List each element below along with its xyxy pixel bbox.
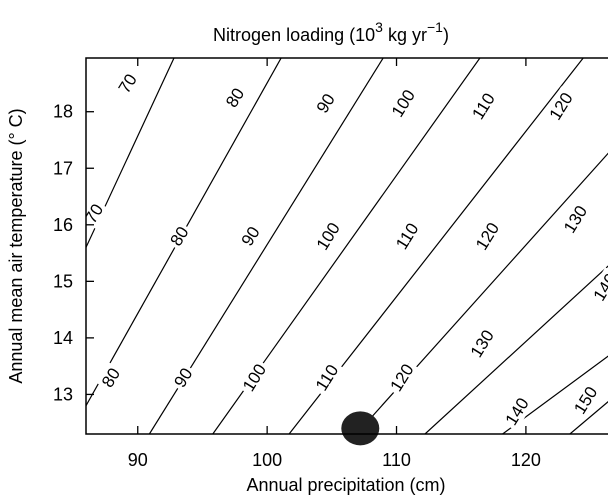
contour-label-bg bbox=[465, 86, 501, 126]
contour-label-3: 100 bbox=[385, 83, 421, 123]
contour-label-bg bbox=[384, 357, 420, 398]
contour-label-11: 120 bbox=[469, 216, 505, 256]
contour-label-bg bbox=[235, 220, 266, 252]
contour-label-1: 80 bbox=[219, 82, 250, 114]
contour-label-text: 80 bbox=[222, 85, 248, 111]
contour-label-text: 90 bbox=[238, 223, 264, 249]
contour-labels: 70 80 90 100 110 120 70 80 90 100 110 120 130 140 80 90… bbox=[81, 67, 608, 432]
y-tick-label-16: 16 bbox=[53, 215, 73, 235]
contour-label-text: 70 bbox=[81, 201, 107, 227]
contour-label-9: 100 bbox=[310, 216, 346, 256]
contour-label-bg bbox=[567, 380, 603, 420]
contour-label-7: 80 bbox=[164, 220, 195, 252]
contour-label-18: 120 bbox=[384, 357, 420, 398]
contour-label-13: 140 bbox=[587, 267, 608, 307]
contour-label-bg bbox=[236, 357, 272, 398]
contour-label-bg bbox=[164, 220, 195, 252]
contour-label-bg bbox=[112, 67, 143, 99]
chart-title: Nitrogen loading (103 kg yr−1) bbox=[213, 19, 449, 45]
contour-label-bg bbox=[389, 216, 425, 256]
contour-label-20: 140 bbox=[499, 391, 535, 432]
contour-label-bg bbox=[464, 323, 500, 364]
contour-label-bg bbox=[499, 391, 535, 432]
contour-label-bg bbox=[557, 199, 593, 239]
y-axis-label: Annual mean air temperature (° C) bbox=[6, 108, 26, 383]
contour-label-21: 150 bbox=[567, 380, 603, 420]
contour-label-4: 110 bbox=[465, 86, 501, 126]
data-point-marker bbox=[341, 411, 380, 446]
contour-label-bg bbox=[469, 216, 505, 256]
contour-label-bg bbox=[385, 83, 421, 123]
contour-label-bg bbox=[310, 87, 341, 119]
contour-label-17: 110 bbox=[309, 357, 345, 398]
contour-label-2: 90 bbox=[310, 87, 341, 119]
contour-label-12: 130 bbox=[557, 199, 593, 239]
contour-label-text: 80 bbox=[98, 365, 124, 391]
x-axis-label: Annual precipitation (cm) bbox=[246, 475, 445, 495]
x-tick-label-120: 120 bbox=[511, 450, 541, 470]
contour-label-bg bbox=[587, 267, 608, 307]
contour-label-15: 90 bbox=[168, 362, 198, 393]
plot-frame bbox=[85, 57, 608, 435]
contour-label-0: 70 bbox=[112, 67, 143, 99]
contour-label-bg bbox=[543, 86, 579, 126]
contour-label-text: 90 bbox=[313, 90, 339, 116]
x-tick-label-100: 100 bbox=[252, 450, 282, 470]
contour-label-5: 120 bbox=[543, 86, 579, 126]
contour-label-16: 100 bbox=[236, 357, 272, 398]
plot-area: 70 80 90 100 110 120 70 80 90 100 110 120 130 140 80 90… bbox=[53, 57, 608, 470]
contour-label-19: 130 bbox=[464, 323, 500, 364]
y-tick-label-17: 17 bbox=[53, 158, 73, 178]
contour-label-bg bbox=[168, 362, 198, 393]
contour-label-10: 110 bbox=[389, 216, 425, 256]
y-tick-label-14: 14 bbox=[53, 328, 73, 348]
x-tick-label-90: 90 bbox=[128, 450, 148, 470]
y-tick-label-18: 18 bbox=[53, 102, 73, 122]
contour-label-bg bbox=[95, 362, 126, 393]
contour-label-bg bbox=[309, 357, 345, 398]
x-tick-label-110: 110 bbox=[382, 450, 411, 470]
contour-line-150 bbox=[569, 401, 608, 434]
contour-label-bg bbox=[219, 82, 250, 114]
contour-label-text: 70 bbox=[115, 71, 141, 97]
contour-label-text: 90 bbox=[170, 365, 196, 391]
contour-label-text: 80 bbox=[167, 223, 193, 249]
contour-label-14: 80 bbox=[95, 362, 126, 393]
y-tick-label-13: 13 bbox=[53, 384, 73, 404]
y-tick-label-15: 15 bbox=[53, 271, 73, 291]
contour-label-8: 90 bbox=[235, 220, 266, 252]
contour-line-130 bbox=[424, 265, 608, 434]
contour-label-bg bbox=[310, 216, 346, 256]
contour-lines bbox=[86, 58, 608, 434]
